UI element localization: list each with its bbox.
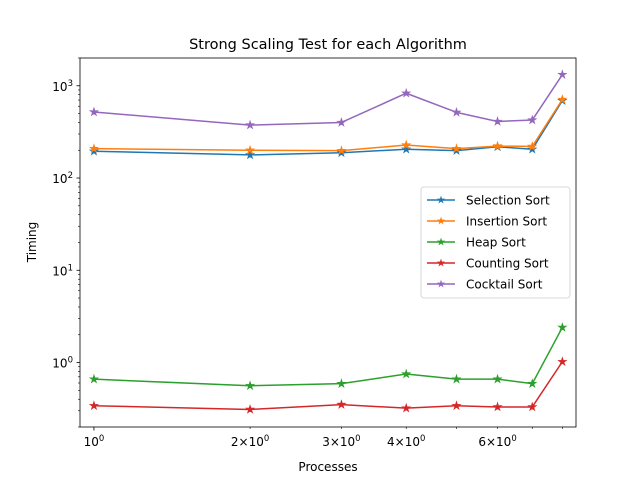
series-line xyxy=(93,361,563,411)
series-line xyxy=(93,327,564,387)
data-point xyxy=(401,139,412,150)
data-point xyxy=(451,373,462,384)
data-point xyxy=(557,322,568,332)
data-point xyxy=(88,373,100,384)
legend-label: Selection Sort xyxy=(466,194,550,208)
data-point xyxy=(451,143,462,154)
series-line xyxy=(93,100,563,156)
x-tick-label: 4×100 xyxy=(387,434,425,449)
legend-entry: Heap Sort xyxy=(427,236,526,250)
data-point xyxy=(492,140,503,151)
data-point xyxy=(244,144,256,155)
series-1 xyxy=(88,94,568,156)
data-point xyxy=(527,401,538,412)
y-axis-label: Timing xyxy=(25,222,39,264)
data-point xyxy=(557,69,568,80)
x-tick-label: 2×100 xyxy=(231,434,269,449)
data-point xyxy=(527,141,538,151)
data-point xyxy=(557,356,568,367)
data-point xyxy=(336,145,347,156)
x-tick-label: 6×100 xyxy=(478,434,516,449)
axes: 100 101 102 103 100 2×100 3×100 4×100 6×100 xyxy=(52,57,577,449)
data-point xyxy=(244,404,256,414)
series-2 xyxy=(88,322,568,391)
data-point xyxy=(244,119,256,130)
data-point xyxy=(557,94,568,104)
data-point xyxy=(527,143,538,154)
data-point xyxy=(401,402,412,413)
series-3 xyxy=(88,356,568,414)
data-point xyxy=(336,378,347,389)
y-tick-label: 101 xyxy=(52,263,73,278)
data-point xyxy=(492,401,503,412)
data-point xyxy=(527,114,538,125)
data-point xyxy=(88,145,100,156)
legend-frame xyxy=(420,186,571,299)
legend-label: Cocktail Sort xyxy=(466,278,543,292)
legend-marker xyxy=(436,237,446,246)
series-line xyxy=(93,74,563,126)
legend: Selection Sort Insertion Sort Heap Sort Cou… xyxy=(420,186,571,299)
legend-marker xyxy=(436,216,446,225)
y-tick-label: 100 xyxy=(52,356,73,371)
data-point xyxy=(244,149,256,160)
legend-label: Heap Sort xyxy=(466,236,526,250)
legend-marker xyxy=(436,195,446,204)
legend-label: Insertion Sort xyxy=(466,215,547,229)
axes-frame xyxy=(79,57,577,428)
y-tick-label: 103 xyxy=(52,79,73,94)
legend-marker xyxy=(436,279,446,288)
x-tick-label: 3×100 xyxy=(322,434,360,449)
plot-area xyxy=(88,69,568,414)
x-tick-label: 100 xyxy=(84,434,105,449)
data-point xyxy=(336,117,347,127)
legend-entry: Insertion Sort xyxy=(427,215,547,229)
y-tick-label: 102 xyxy=(52,171,73,186)
data-point xyxy=(451,400,462,411)
chart-title: Strong Scaling Test for each Algorithm xyxy=(189,37,467,53)
data-point xyxy=(492,116,503,126)
x-axis-label: Processes xyxy=(298,460,357,474)
legend-entry: Counting Sort xyxy=(427,257,549,271)
data-point xyxy=(88,106,100,117)
data-point xyxy=(401,143,412,154)
data-point xyxy=(451,106,462,117)
data-point xyxy=(492,373,503,384)
data-point xyxy=(244,380,256,391)
data-point xyxy=(88,143,100,154)
data-point xyxy=(336,399,347,409)
data-point xyxy=(401,87,412,98)
legend-label: Counting Sort xyxy=(466,257,549,271)
series-line xyxy=(93,99,563,152)
legend-entry: Selection Sort xyxy=(427,194,550,208)
legend-marker xyxy=(436,258,446,267)
data-point xyxy=(527,378,538,389)
data-point xyxy=(88,400,100,411)
series-4 xyxy=(88,69,568,130)
legend-entry: Cocktail Sort xyxy=(427,278,543,292)
data-point xyxy=(401,368,412,379)
